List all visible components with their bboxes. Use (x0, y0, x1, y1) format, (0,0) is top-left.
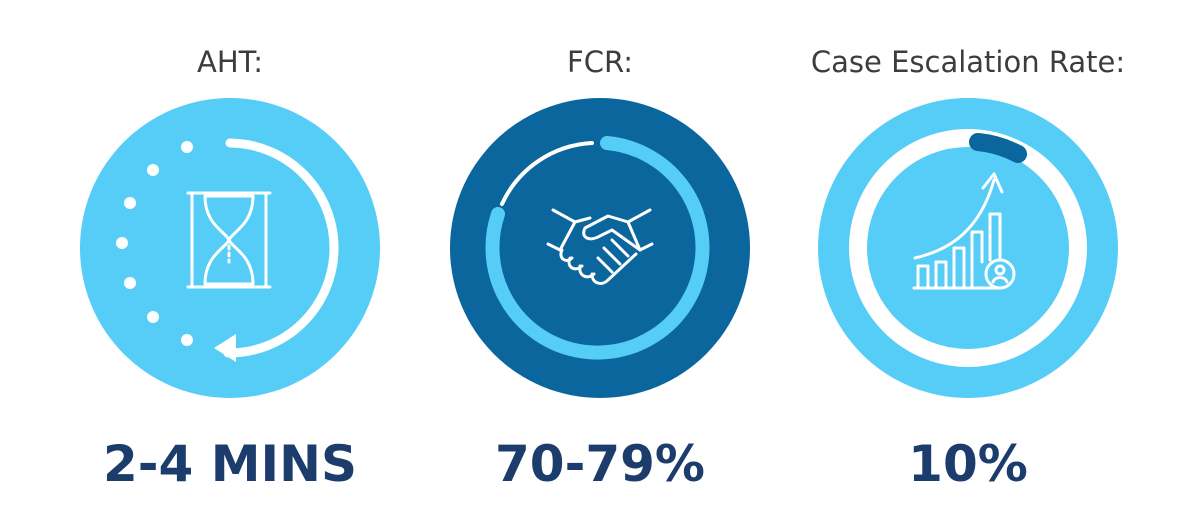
metric-value: 70-79% (495, 435, 705, 493)
handshake-icon (546, 208, 654, 285)
metric-fcr: FCR: 70-79% (450, 45, 750, 493)
metric-label: FCR: (567, 45, 633, 79)
metric-value: 2-4 MINS (103, 435, 357, 493)
dots (116, 141, 193, 346)
progress-arc (223, 138, 339, 358)
growth-chart-icon (912, 172, 1016, 290)
metric-value: 10% (908, 435, 1028, 493)
progress-arc (969, 133, 1027, 163)
metric-aht: AHT: 2-4 MINS (80, 45, 380, 493)
metric-escalation: Case Escalation Rate: 10% (811, 45, 1125, 493)
ring (849, 129, 1087, 367)
metric-label: Case Escalation Rate: (811, 45, 1125, 79)
hourglass-icon (186, 191, 272, 289)
metric-label: AHT: (197, 45, 263, 79)
progress-arc (485, 136, 710, 360)
arrow-head (214, 334, 236, 362)
remaining-arc (500, 141, 594, 206)
